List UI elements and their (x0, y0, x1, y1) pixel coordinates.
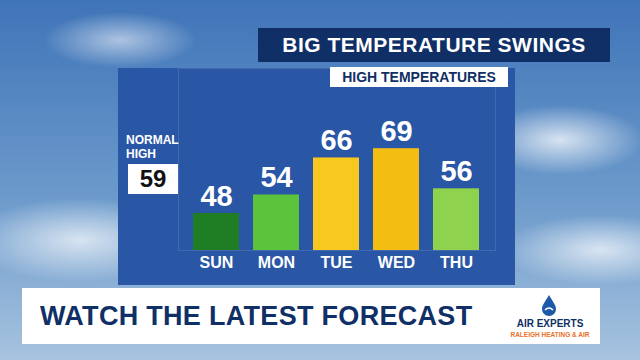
svg-text:66: 66 (320, 124, 352, 156)
svg-text:TUE: TUE (321, 254, 353, 271)
html-text:NORMAL HIGH: NORMAL HIGH (126, 133, 179, 161)
svg-text:THU: THU (440, 254, 473, 271)
svg-text:48: 48 (200, 180, 232, 212)
svg-text:WED: WED (378, 254, 415, 271)
svg-text:54: 54 (260, 161, 292, 193)
html-text:59: 59 (139, 165, 167, 192)
svg-text:69: 69 (380, 115, 412, 147)
html-text:HIGH TEMPERATURES: HIGH TEMPERATURES (342, 69, 496, 85)
svg-text:SUN: SUN (200, 254, 234, 271)
svg-text:MON: MON (258, 254, 295, 271)
svg-text:56: 56 (440, 155, 472, 187)
html-text:BIG TEMPERATURE SWINGS: BIG TEMPERATURE SWINGS (282, 33, 586, 56)
html-text:RALEIGH HEATING & AIR: RALEIGH HEATING & AIR (510, 331, 590, 338)
html-text:AIR EXPERTS: AIR EXPERTS (516, 318, 584, 329)
html-text:WATCH THE LATEST FORECAST: WATCH THE LATEST FORECAST (40, 301, 473, 331)
